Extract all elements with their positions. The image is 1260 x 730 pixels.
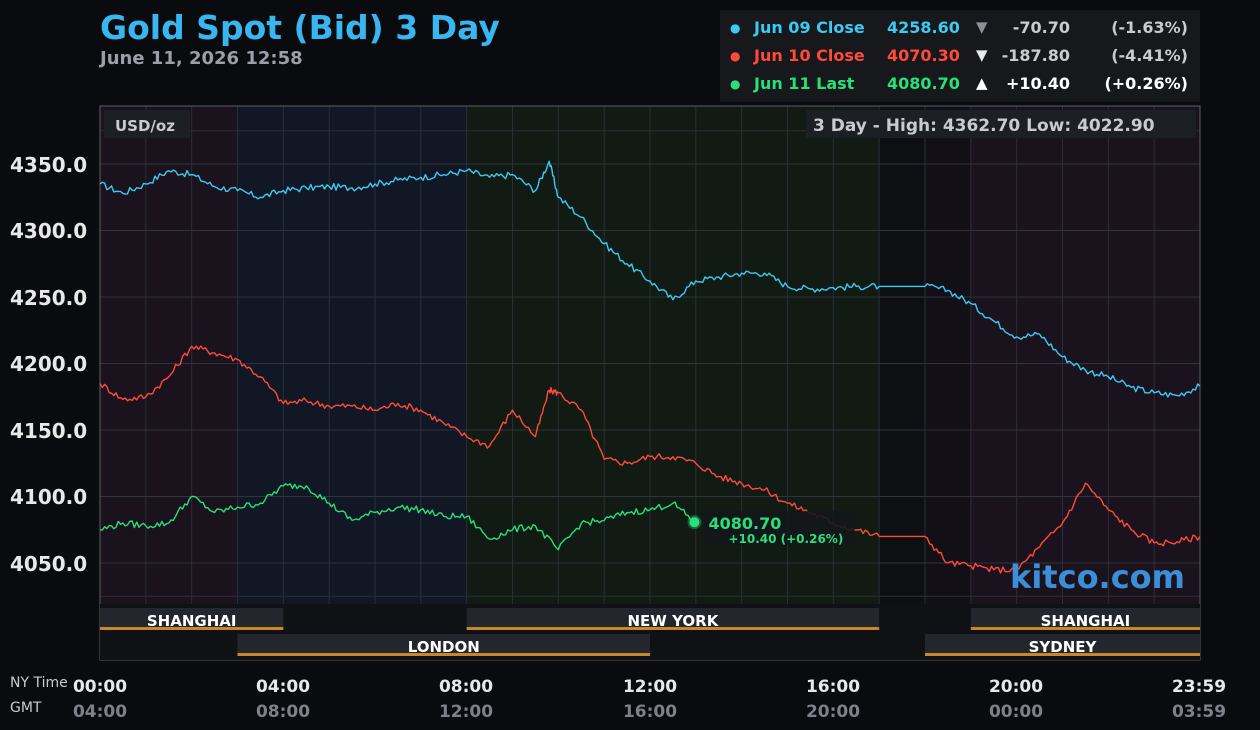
legend-row-jun10: ● Jun 10 Close 4070.30 ▼ -187.80 (-4.41%… bbox=[720, 42, 1200, 68]
high-low-label: 3 Day - High: 4362.70 Low: 4022.90 bbox=[813, 116, 1155, 136]
legend-change: -187.80 bbox=[1001, 46, 1070, 65]
chart-title: Gold Spot (Bid) 3 Day bbox=[100, 8, 500, 47]
x-tick-gmt: 00:00 bbox=[988, 702, 1044, 722]
y-tick-label: 4150.0 bbox=[10, 419, 88, 443]
legend-change: -70.70 bbox=[1012, 18, 1070, 37]
last-change-label: +10.40 (+0.26%) bbox=[728, 532, 843, 546]
kitco-watermark: kitco.com bbox=[1010, 558, 1185, 596]
session-band-sydney bbox=[925, 634, 1200, 656]
down-arrow-icon: ▼ bbox=[976, 18, 988, 36]
x-tick-ny: 04:00 bbox=[255, 677, 311, 697]
legend-change: +10.40 bbox=[1005, 74, 1070, 93]
session-band-london bbox=[237, 634, 650, 656]
down-arrow-icon: ▼ bbox=[976, 46, 988, 64]
chart-timestamp: June 11, 2026 12:58 bbox=[100, 48, 303, 69]
session-bar-shanghai_1 bbox=[100, 627, 284, 630]
session-bar-shanghai_2 bbox=[970, 627, 1200, 630]
x-tick-gmt: 16:00 bbox=[622, 702, 678, 722]
legend-dot-icon: ● bbox=[730, 77, 741, 91]
units-label: USD/oz bbox=[115, 117, 175, 135]
legend-dot-icon: ● bbox=[730, 21, 741, 35]
session-shading bbox=[237, 106, 467, 604]
session-label-shanghai_1: SHANGHAI bbox=[147, 612, 237, 630]
session-label-new_york: NEW YORK bbox=[628, 612, 720, 630]
last-value-dot bbox=[689, 517, 700, 528]
x-tick-ny: 23:59 bbox=[1171, 677, 1227, 697]
high-low-box bbox=[806, 110, 1196, 138]
x-tick-ny: 20:00 bbox=[988, 677, 1044, 697]
session-label-sydney: SYDNEY bbox=[1029, 638, 1098, 656]
session-band-shanghai_1 bbox=[100, 608, 284, 630]
session-band-shanghai_2 bbox=[970, 608, 1200, 630]
up-arrow-icon: ▲ bbox=[976, 74, 988, 92]
session-bar-sydney bbox=[925, 653, 1200, 656]
legend-panel: ● Jun 09 Close 4258.60 ▼ -70.70 (-1.63%)… bbox=[720, 10, 1200, 102]
legend-name: Jun 10 Close bbox=[754, 46, 865, 65]
legend-percent: (+0.26%) bbox=[1104, 74, 1188, 93]
session-label-london: LONDON bbox=[408, 638, 480, 656]
x-tick-gmt: 20:00 bbox=[805, 702, 861, 722]
session-shading bbox=[925, 106, 971, 604]
legend-row-jun11: ● Jun 11 Last 4080.70 ▲ +10.40 (+0.26%) bbox=[720, 70, 1200, 96]
y-tick-label: 4050.0 bbox=[10, 552, 88, 576]
session-shading bbox=[970, 106, 1200, 604]
session-label-shanghai_2: SHANGHAI bbox=[1041, 612, 1131, 630]
legend-row-jun09: ● Jun 09 Close 4258.60 ▼ -70.70 (-1.63%) bbox=[720, 14, 1200, 40]
x-tick-gmt: 12:00 bbox=[438, 702, 494, 722]
legend-name: Jun 11 Last bbox=[754, 74, 855, 93]
session-shading bbox=[879, 106, 925, 604]
legend-percent: (-4.41%) bbox=[1111, 46, 1188, 65]
y-tick-label: 4200.0 bbox=[10, 352, 88, 376]
x-tick-gmt: 03:59 bbox=[1171, 702, 1227, 722]
y-tick-label: 4100.0 bbox=[10, 485, 88, 509]
session-band-new_york bbox=[466, 608, 880, 630]
y-tick-label: 4250.0 bbox=[10, 286, 88, 310]
x-tick-ny: 00:00 bbox=[72, 677, 128, 697]
y-tick-label: 4300.0 bbox=[10, 219, 88, 243]
units-label-box bbox=[104, 110, 190, 138]
series-line-jun-09-close bbox=[99, 160, 1201, 398]
legend-value: 4070.30 bbox=[887, 46, 960, 65]
x-tick-ny: 16:00 bbox=[805, 677, 861, 697]
x-tick-gmt: 08:00 bbox=[255, 702, 311, 722]
legend-dot-icon: ● bbox=[730, 49, 741, 63]
session-bar-new_york bbox=[466, 627, 880, 630]
legend-percent: (-1.63%) bbox=[1111, 18, 1188, 37]
legend-value: 4258.60 bbox=[887, 18, 960, 37]
session-shading bbox=[100, 106, 238, 604]
x-tick-ny: 08:00 bbox=[438, 677, 494, 697]
x-tick-ny: 12:00 bbox=[622, 677, 678, 697]
session-bar-london bbox=[237, 653, 650, 656]
x-tick-gmt: 04:00 bbox=[72, 702, 128, 722]
ny-time-label: NY Time bbox=[10, 675, 68, 691]
gmt-label: GMT bbox=[10, 700, 42, 716]
legend-value: 4080.70 bbox=[887, 74, 960, 93]
y-tick-label: 4350.0 bbox=[10, 153, 88, 177]
series-line-jun-11-last bbox=[99, 483, 695, 551]
series-line-jun-10-close bbox=[99, 345, 1201, 574]
last-value-box bbox=[704, 511, 855, 546]
last-value-label: 4080.70 bbox=[708, 514, 781, 533]
legend-name: Jun 09 Close bbox=[754, 18, 865, 37]
